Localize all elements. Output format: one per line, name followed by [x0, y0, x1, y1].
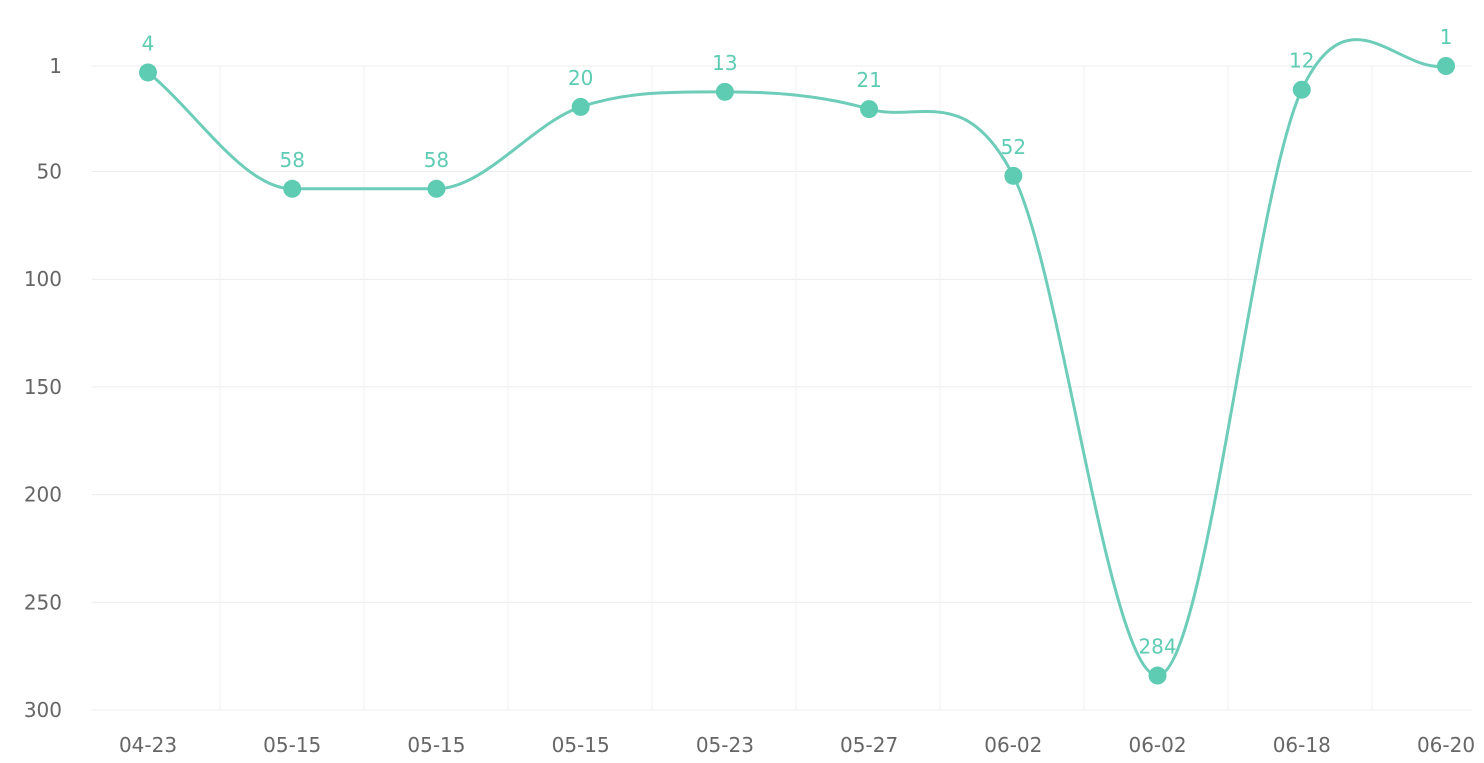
data-label: 58: [279, 148, 304, 172]
y-tick-label: 150: [24, 375, 62, 399]
x-tick-label: 05-23: [696, 733, 754, 757]
series-layer: [139, 38, 1455, 685]
y-tick-label: 1: [49, 54, 62, 78]
data-point[interactable]: [1292, 80, 1311, 99]
data-label: 4: [142, 31, 155, 55]
x-tick-label: 06-02: [1128, 733, 1186, 757]
data-point[interactable]: [427, 179, 446, 198]
y-tick-label: 50: [37, 160, 62, 184]
data-point[interactable]: [139, 63, 157, 82]
x-tick-label: 06-18: [1273, 733, 1331, 757]
data-point[interactable]: [571, 97, 590, 116]
data-label: 284: [1138, 635, 1176, 659]
x-tick-label: 05-15: [552, 733, 610, 757]
data-label: 58: [424, 148, 449, 172]
x-tick-label: 04-23: [119, 733, 177, 757]
series-line: [147, 38, 1447, 678]
data-label: 13: [712, 51, 737, 75]
x-tick-label: 05-27: [840, 733, 898, 757]
x-tick-label: 05-15: [407, 733, 465, 757]
data-label: 52: [1001, 135, 1026, 159]
data-label: 1: [1440, 25, 1453, 49]
data-point[interactable]: [1004, 166, 1023, 185]
y-tick-label: 250: [24, 590, 62, 614]
data-point[interactable]: [1148, 666, 1167, 685]
x-tick-label: 05-15: [263, 733, 321, 757]
y-tick-label: 200: [24, 483, 62, 507]
data-point[interactable]: [1437, 57, 1455, 75]
x-tick-label: 06-20: [1417, 733, 1475, 757]
y-tick-label: 100: [24, 267, 62, 291]
data-label: 12: [1289, 49, 1314, 73]
data-point[interactable]: [283, 179, 302, 198]
data-point[interactable]: [715, 82, 734, 101]
y-tick-label: 300: [24, 698, 62, 722]
data-label: 21: [856, 68, 881, 92]
data-label: 20: [568, 66, 593, 90]
label-layer: 4 58 58 20 13 21 52 284 12 1: [142, 25, 1453, 659]
data-point[interactable]: [860, 100, 879, 119]
x-tick-label: 06-02: [984, 733, 1042, 757]
grid-layer: [92, 65, 1472, 711]
